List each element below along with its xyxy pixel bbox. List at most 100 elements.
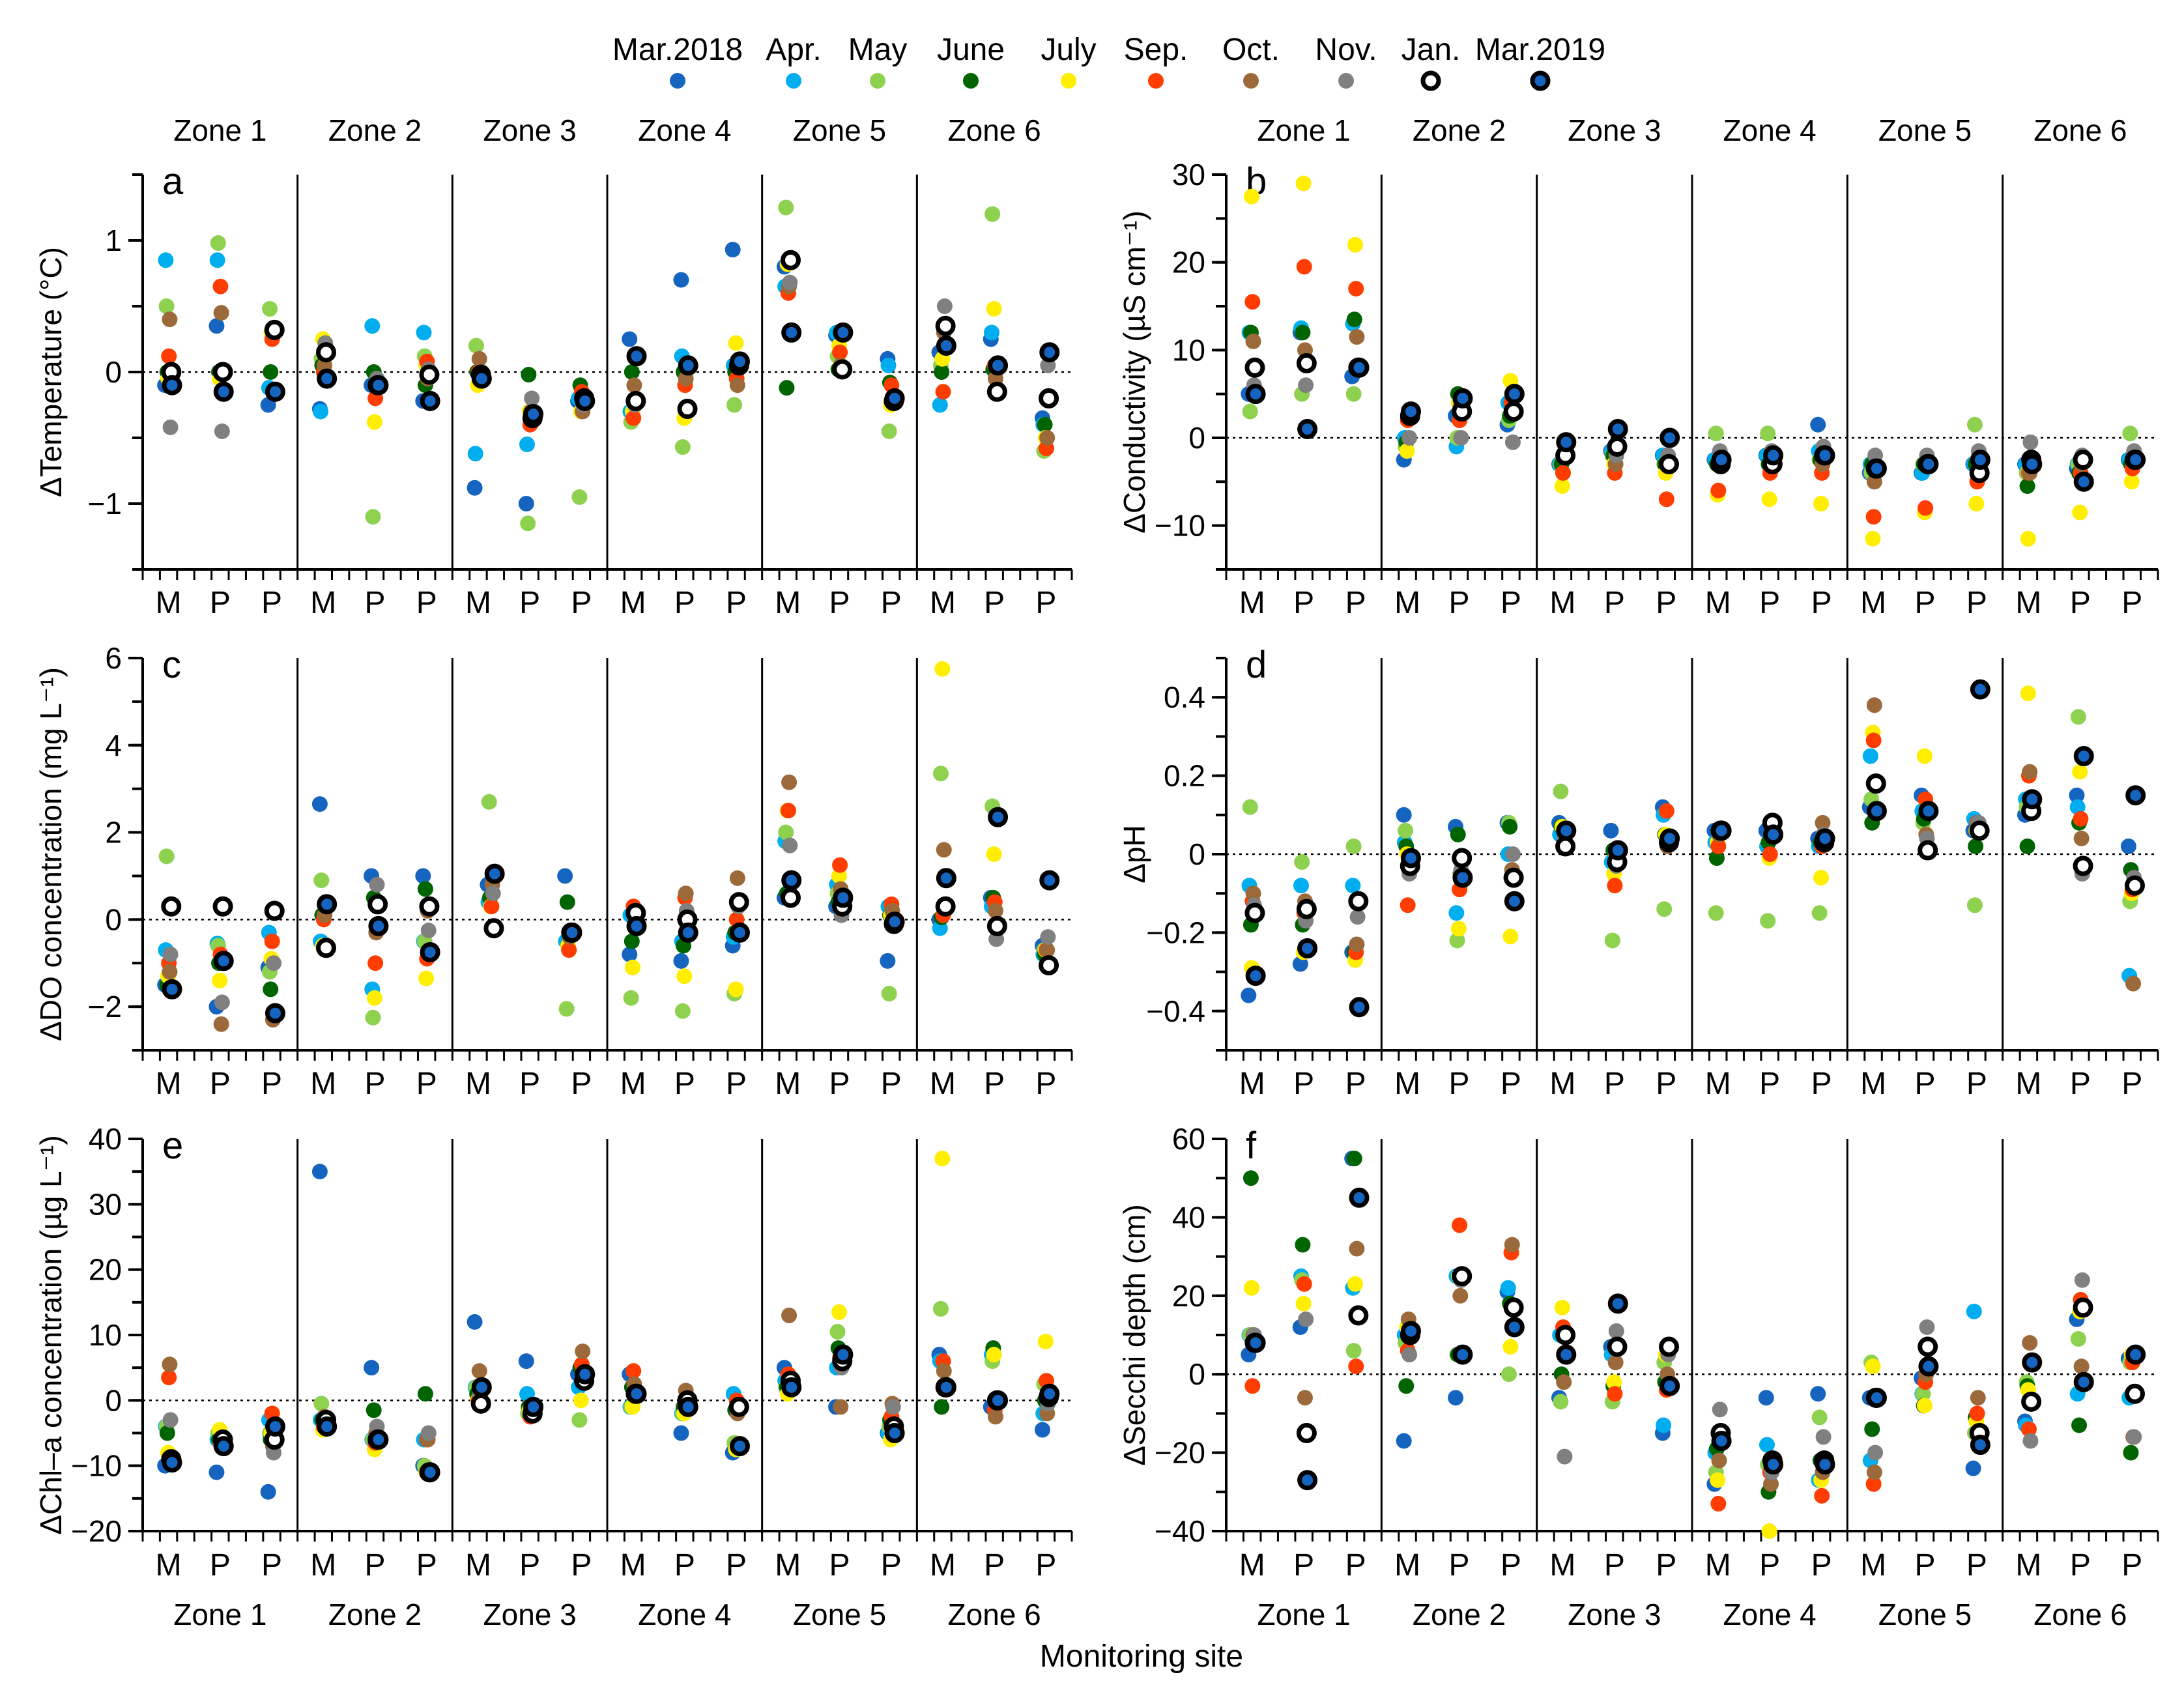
data-point	[1710, 838, 1727, 854]
data-point	[2073, 746, 2094, 766]
data-point	[313, 1396, 330, 1412]
data-point	[2022, 764, 2038, 780]
data-point	[1349, 357, 1370, 378]
data-point	[986, 1347, 1002, 1363]
site-label: P	[674, 1548, 695, 1583]
legend-label: Sep.	[1124, 33, 1188, 67]
data-point	[1660, 1375, 1680, 1396]
data-point	[678, 922, 698, 943]
data-point	[1710, 482, 1727, 498]
legend-marker	[1530, 70, 1551, 91]
site-label: P	[1345, 1067, 1366, 1101]
site-label: P	[726, 586, 747, 620]
data-point	[1916, 748, 1933, 764]
zone-label: Zone 2	[1413, 1598, 1506, 1631]
data-point	[317, 894, 338, 915]
data-point	[1813, 496, 1830, 511]
y-axis-title: ΔTemperature (°C)	[34, 247, 68, 497]
data-point	[780, 887, 801, 908]
data-point	[782, 274, 798, 291]
data-point	[1039, 430, 1056, 446]
data-point	[418, 970, 435, 986]
data-point	[625, 1363, 642, 1379]
data-point	[2069, 787, 2085, 803]
site-label: P	[261, 1548, 282, 1583]
data-point	[266, 955, 282, 971]
data-point	[1865, 530, 1881, 547]
data-point	[673, 953, 689, 969]
data-point	[1553, 783, 1569, 799]
data-point	[1763, 445, 1784, 466]
data-point	[1297, 1390, 1313, 1406]
data-point	[575, 1364, 596, 1385]
site-label: P	[519, 1067, 540, 1101]
data-point	[467, 480, 483, 496]
data-point	[1556, 820, 1577, 841]
data-point	[1346, 311, 1362, 328]
data-point	[521, 367, 537, 383]
site-label: P	[519, 586, 540, 620]
data-point	[158, 848, 175, 865]
data-point	[781, 774, 797, 790]
zone-label: Zone 2	[1413, 113, 1506, 147]
data-point	[1966, 1303, 1982, 1319]
data-point	[1502, 818, 1518, 835]
data-point	[1244, 188, 1260, 205]
y-tick-label: 0	[1188, 1357, 1205, 1391]
data-point	[209, 252, 225, 268]
data-point	[161, 896, 182, 917]
zone-label: Zone 5	[793, 113, 886, 147]
data-point	[471, 1363, 487, 1379]
data-point	[626, 346, 647, 367]
data-point	[1503, 1297, 1524, 1318]
y-tick-label: 0.2	[1164, 759, 1205, 793]
legend-label: June	[937, 33, 1005, 67]
data-point	[467, 446, 483, 462]
site-label: P	[1914, 1548, 1935, 1583]
data-point	[678, 1396, 698, 1417]
data-point	[625, 390, 646, 411]
y-tick-label: 0	[105, 355, 122, 389]
data-point	[365, 1009, 381, 1026]
points	[1241, 175, 2146, 547]
data-point	[1607, 840, 1628, 861]
site-label: M	[1705, 1067, 1731, 1101]
data-point	[161, 1370, 177, 1386]
panel-letter: f	[1246, 1125, 1257, 1167]
x-axis-title: Monitoring site	[1040, 1639, 1243, 1674]
data-point	[1296, 1423, 1317, 1443]
data-point	[158, 298, 175, 314]
data-point	[1297, 938, 1318, 958]
site-label: M	[930, 1548, 956, 1583]
data-point	[1449, 932, 1465, 949]
zone-label: Zone 5	[1878, 1598, 1972, 1631]
legend-marker	[786, 73, 801, 89]
data-point	[986, 301, 1002, 317]
data-point	[467, 1314, 483, 1330]
data-point	[420, 923, 437, 939]
y-tick-label: −10	[71, 1449, 122, 1483]
data-point	[1656, 901, 1673, 917]
data-point	[162, 1357, 178, 1373]
data-point	[983, 324, 999, 341]
data-point	[936, 336, 956, 356]
data-point	[523, 1396, 544, 1417]
data-point	[317, 368, 338, 389]
panel-letter: e	[162, 1125, 183, 1167]
site-label: P	[1501, 586, 1521, 620]
zone-label: Zone 3	[483, 1598, 577, 1631]
data-point	[1039, 1383, 1060, 1404]
data-point	[575, 390, 596, 411]
data-point	[367, 955, 384, 971]
data-point	[417, 1386, 433, 1402]
data-point	[562, 922, 582, 943]
data-point	[832, 344, 848, 360]
site-label: P	[881, 1548, 902, 1583]
data-point	[1242, 799, 1258, 815]
site-label: M	[620, 1548, 646, 1583]
y-tick-label: 0	[1188, 837, 1205, 871]
data-point	[162, 419, 179, 435]
data-point	[677, 399, 698, 420]
